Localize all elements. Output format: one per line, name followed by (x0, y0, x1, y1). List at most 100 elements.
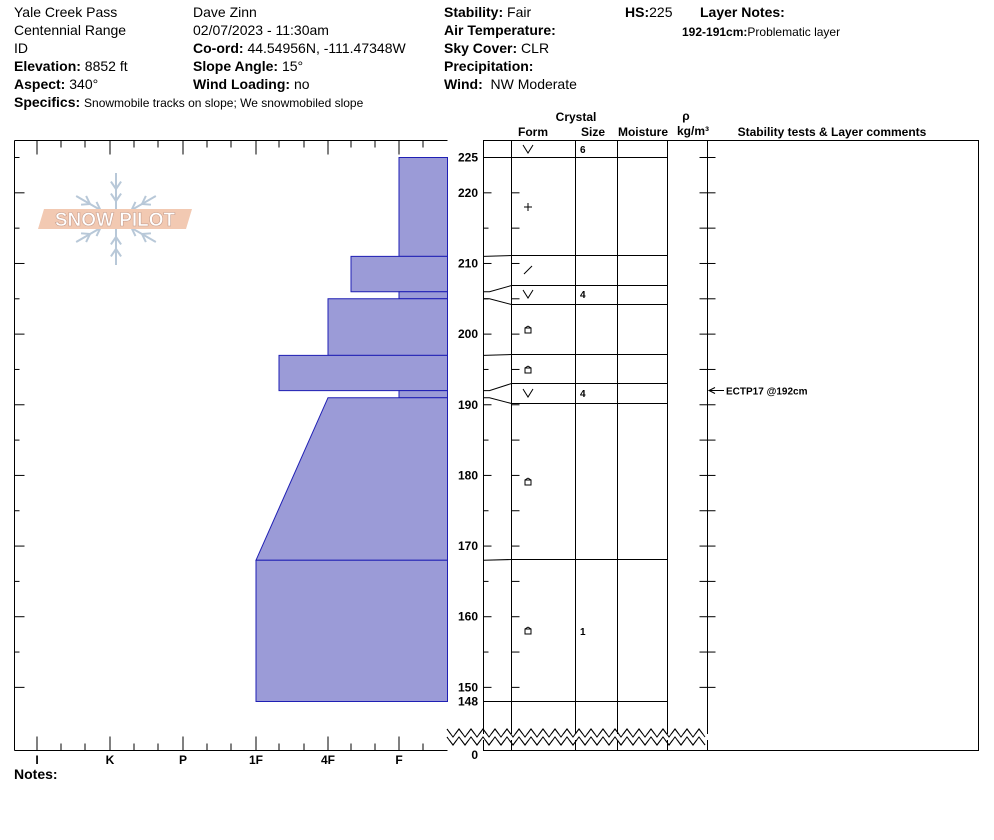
chart-frames (14, 140, 979, 751)
surface-hoar-symbol (522, 289, 534, 299)
depth-tick-label: 150 (458, 680, 478, 694)
surface-hoar-symbol (522, 144, 534, 154)
logo-banner (38, 209, 192, 229)
hardness-bar (398, 390, 448, 399)
snowflake-branch (141, 233, 147, 243)
layer-size-label: 1 (580, 627, 586, 638)
slope-label: Slope Angle: (193, 58, 279, 74)
wind-loading-value: no (293, 76, 310, 92)
layer-connector (483, 559, 512, 561)
layer-table: 6 4 4 1 ECTP17 @192cm (483, 144, 808, 702)
depth-tick-label: 160 (458, 610, 478, 624)
depth-tick-label: 190 (458, 398, 478, 412)
location: Yale Creek Pass (14, 4, 118, 20)
layer-notes-label: Layer Notes: (700, 4, 785, 20)
specifics: Specifics: Snowmobile tracks on slope; W… (14, 93, 363, 112)
aspect-label: Aspect: (14, 76, 66, 92)
hardness-bar (255, 397, 448, 561)
faceted-crystals-symbol (524, 365, 532, 374)
hs-value: 225 (649, 4, 673, 20)
snowflake-branch (115, 236, 122, 245)
hardness-bar (398, 156, 448, 257)
layer-connector (483, 285, 512, 293)
snowflake-branch (115, 248, 122, 257)
layer-note: 192-191cm:Problematic layer (682, 23, 840, 41)
snowflake-branch (141, 232, 152, 235)
rho-header: ρ (682, 109, 689, 123)
wind-value: NW Moderate (490, 76, 577, 92)
depth-tick-label: 148 (458, 695, 478, 709)
snowflake-branch (110, 236, 117, 245)
layer-table-frame (483, 140, 979, 751)
form-header: Form (518, 125, 548, 139)
snowflake-branch (95, 201, 102, 211)
layer-connector (483, 397, 512, 404)
snowflake-branch (110, 248, 117, 257)
coord-label: Co-ord: (193, 40, 244, 56)
faceted-crystals-symbol (524, 325, 532, 334)
snowflake-branch (110, 193, 117, 202)
wind-loading-label: Wind Loading: (193, 76, 291, 92)
elevation: Elevation: 8852 ft (14, 57, 128, 75)
notes-label: Notes: (14, 766, 58, 782)
state: ID (14, 40, 28, 56)
hardness-bar (278, 354, 448, 392)
sky-cover: Sky Cover: CLR (444, 39, 549, 57)
layer-connector (483, 255, 512, 257)
snowflake-branch (95, 227, 102, 237)
layer-connector (483, 298, 512, 305)
hardness-bar (255, 559, 448, 702)
snowflake-branch (141, 195, 147, 205)
wind: Wind: NW Moderate (444, 75, 577, 93)
depth-tick-label: 225 (458, 150, 478, 164)
surface-hoar-symbol (522, 388, 534, 398)
snowflake-branch (141, 203, 152, 206)
density-unit-header: kg/m³ (677, 124, 709, 138)
stability-label: Stability: (444, 4, 504, 20)
layer-note-range: 192-191cm: (682, 25, 748, 39)
wind-label: Wind: (444, 76, 483, 92)
aspect: Aspect: 340° (14, 75, 98, 93)
snowflake-branch (130, 201, 137, 211)
hardness-bar (327, 298, 448, 356)
specifics-value: Snowmobile tracks on slope; We snowmobil… (84, 96, 364, 110)
axis-break (446, 728, 706, 738)
aspect-value: 340° (69, 76, 99, 92)
air-temperature: Air Temperature: (444, 21, 556, 39)
snowflake-branch (115, 181, 122, 190)
depth-axis: I K P 1F 4F F 150 160 170 180 190 200 210 220 148 225 0 (14, 140, 716, 767)
stability-test-label: ECTP17 @192cm (726, 387, 808, 398)
snowflake-branch (85, 233, 91, 243)
hardness-bar (350, 255, 448, 293)
specifics-label: Specifics: (14, 94, 81, 110)
hardness-bar (398, 291, 448, 300)
faceted-crystals-symbol (524, 477, 532, 486)
hardness-tick-label: 4F (321, 753, 335, 767)
depth-tick-label: 170 (458, 539, 478, 553)
elevation-label: Elevation: (14, 58, 81, 74)
depth-tick-label: 210 (458, 256, 478, 270)
faceted-crystals-symbol (524, 626, 532, 635)
snowpilot-logo: SNOW PILOT (38, 173, 192, 265)
observer: Dave Zinn (193, 4, 257, 20)
coord-value: 44.54956N, -111.47348W (247, 40, 406, 56)
hardness-tick-label: 1F (249, 753, 263, 767)
datetime: 02/07/2023 - 11:30am (193, 22, 329, 38)
size-header: Size (581, 125, 605, 139)
column-headers: Crystal Form Size Moisture ρkg/m³ Stability t… (518, 109, 927, 139)
snowflake-branch (80, 203, 91, 206)
moisture-header: Moisture (618, 125, 668, 139)
hardness-tick-label: I (35, 753, 38, 767)
depth-tick-label: 220 (458, 186, 478, 200)
depth-tick-label: 200 (458, 327, 478, 341)
air-temp-label: Air Temperature: (444, 22, 556, 38)
snowflake-branch (85, 195, 91, 205)
layer-connector (483, 354, 512, 356)
stability: Stability: Fair (444, 3, 531, 21)
hs-label: HS: (625, 4, 650, 20)
sky-value: CLR (521, 40, 550, 56)
decomposing-fragmented-symbol (523, 265, 533, 275)
logo-text: SNOW PILOT (55, 210, 176, 231)
snowflake-branch (80, 232, 91, 235)
test-arrow-head (707, 387, 716, 394)
